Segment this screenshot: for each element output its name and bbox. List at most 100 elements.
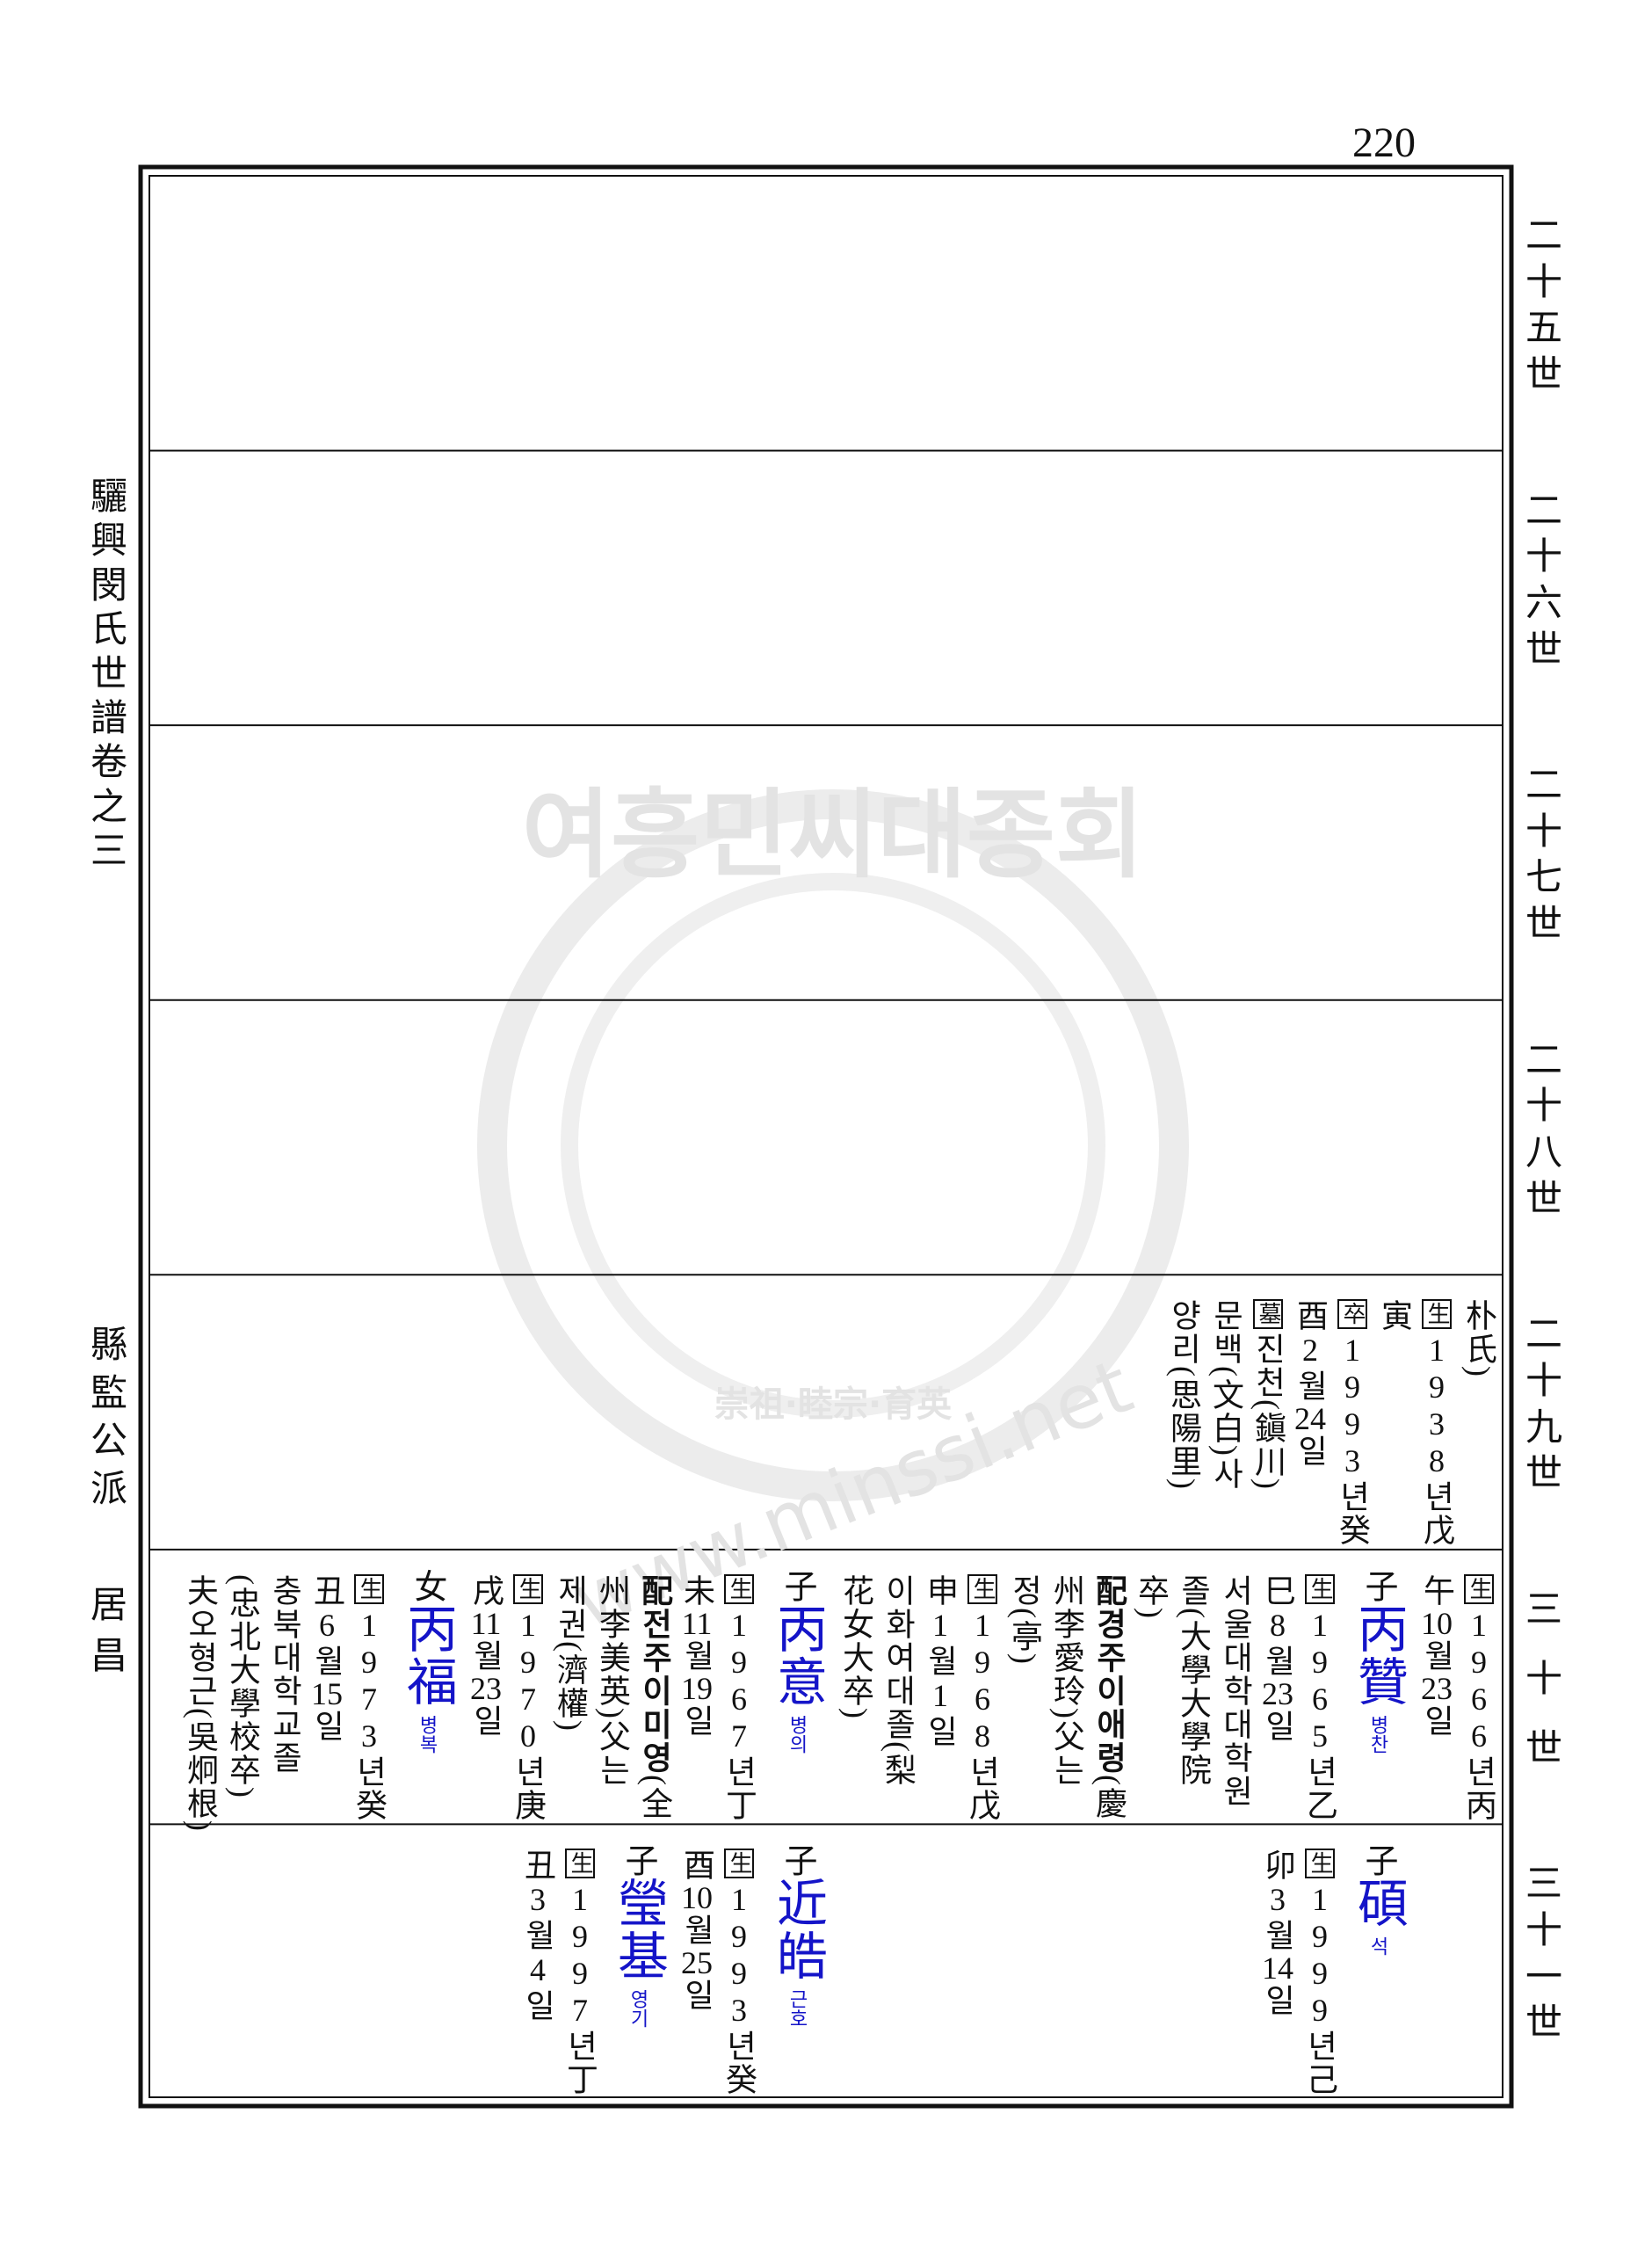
- name-column: 女丙福 병복: [390, 1569, 465, 1754]
- side-label: 驪興閔氏世譜卷之三: [90, 477, 127, 872]
- text-column: 서울대학대학원: [1218, 1573, 1253, 1808]
- text-column: 生1965년乙: [1299, 1573, 1341, 1822]
- generation-label: 三十一世: [1525, 1864, 1562, 2045]
- text-column: 이화여대졸(梨: [880, 1573, 916, 1787]
- record-mark: 生: [565, 1849, 595, 1879]
- text-column: 生1966년丙: [1458, 1573, 1500, 1822]
- name-reading: 병복: [417, 1714, 438, 1754]
- inner-border: [149, 175, 1503, 2098]
- record-text: 1970년庚: [511, 1607, 546, 1822]
- person-name: 丙意: [769, 1602, 826, 1708]
- record-text: (全: [637, 1774, 672, 1820]
- record-mark: 生: [513, 1573, 543, 1604]
- record-text: 1997년丁: [562, 1882, 598, 2097]
- text-column: 生1967년丁: [718, 1573, 760, 1822]
- name-column: 子丙意 병의: [760, 1569, 835, 1754]
- text-column: 문백(文白)사: [1208, 1299, 1243, 1492]
- side-label: 縣監公派: [90, 1326, 127, 1510]
- generation-label: 二十八世: [1525, 1040, 1562, 1220]
- text-column: 卒): [1134, 1573, 1169, 1620]
- record-text: 1999년己: [1302, 1882, 1337, 2097]
- record-text: 진천(鎭川): [1250, 1333, 1286, 1492]
- text-column: 巳8월23일: [1260, 1573, 1295, 1743]
- text-column: 戌11월23일: [468, 1573, 504, 1738]
- text-column: 生1970년庚: [507, 1573, 549, 1822]
- text-column: 정(亭): [1007, 1573, 1042, 1666]
- text-column: 丑6월15일: [309, 1573, 344, 1743]
- generation-label: 二十六世: [1525, 490, 1562, 671]
- name-reading: 영기: [627, 1989, 649, 2029]
- generation-label: 二十九世: [1525, 1315, 1562, 1495]
- generation-label: 二十七世: [1525, 766, 1562, 946]
- record-mark: 生: [354, 1573, 384, 1604]
- text-column: 墓진천(鎭川): [1247, 1299, 1289, 1491]
- text-column: 졸(大學大學院: [1176, 1573, 1211, 1787]
- record-text: (慶: [1091, 1774, 1127, 1820]
- text-column: 제권(濟權): [553, 1573, 588, 1732]
- relation: 配: [637, 1573, 672, 1608]
- record-text: 1938년戊: [1419, 1333, 1454, 1548]
- text-column: 酉2월24일: [1293, 1299, 1328, 1469]
- relation: 子: [779, 1568, 815, 1602]
- text-column: 州李愛玲)父는: [1049, 1573, 1084, 1787]
- watermark-ring: [477, 789, 1189, 1501]
- text-column: 生1968년戊: [961, 1573, 1004, 1822]
- relation: 配: [1091, 1573, 1127, 1608]
- record-mark: 生: [1464, 1573, 1494, 1604]
- record-text: 1965년乙: [1302, 1607, 1337, 1822]
- page-number: 220: [1352, 120, 1416, 166]
- text-column: 生1999년己: [1299, 1849, 1341, 2096]
- record-text: 1968년戊: [965, 1607, 1000, 1822]
- name-reading: 근호: [786, 1989, 808, 2029]
- relation: 子: [1359, 1568, 1396, 1602]
- record-mark: 生: [1305, 1849, 1335, 1879]
- relation: 子: [779, 1843, 815, 1878]
- person-name: 丙贊: [1350, 1602, 1407, 1708]
- record-mark: 生: [1305, 1573, 1335, 1604]
- text-column: 生1993년癸: [718, 1849, 760, 2096]
- record-text: 1967년丁: [721, 1607, 757, 1822]
- person-name: 近皓: [769, 1877, 826, 1983]
- name-column: 子瑩基 영기: [601, 1843, 676, 2028]
- text-column: 申1월1일: [923, 1573, 958, 1748]
- text-column: 州李美英)父는: [595, 1573, 630, 1787]
- record-text: 1993년癸: [721, 1882, 757, 2097]
- text-column: 花女大卒): [838, 1573, 873, 1720]
- text-column: 生1938년戊: [1416, 1299, 1458, 1547]
- record-mark: 生: [1422, 1299, 1452, 1330]
- text-column: 卯3월14일: [1260, 1849, 1295, 2018]
- text-column: 丑3월4일: [520, 1849, 555, 2023]
- text-column: 酉10월25일: [679, 1849, 714, 2013]
- name-column: 子碩석: [1341, 1843, 1416, 1956]
- record-mark: 生: [724, 1573, 754, 1604]
- watermark-title: 여흥민씨대종회: [521, 779, 1145, 891]
- text-column: 朴氏): [1461, 1299, 1496, 1379]
- text-column: (忠北大學校卒): [225, 1573, 260, 1799]
- spouse-name: 전주이미영: [637, 1607, 672, 1775]
- text-column: 卒1993년癸: [1331, 1299, 1373, 1547]
- name-reading: 병찬: [1367, 1714, 1389, 1754]
- record-mark: 生: [967, 1573, 997, 1604]
- person-name: 碩: [1350, 1877, 1407, 1930]
- text-column: 夫오형근(吳炯根): [183, 1573, 218, 1833]
- name-column: 子丙贊 병찬: [1341, 1569, 1416, 1754]
- name-reading: 석: [1367, 1936, 1389, 1957]
- record-mark: 卒: [1337, 1299, 1367, 1330]
- text-column: 양리(思陽里): [1166, 1299, 1201, 1492]
- name-column: 子近皓 근호: [760, 1843, 835, 2028]
- text-column: 配경주이애령(慶: [1088, 1574, 1130, 1820]
- text-column: 未11월19일: [679, 1573, 714, 1738]
- relation: 子: [620, 1843, 656, 1878]
- name-reading: 병의: [786, 1714, 808, 1754]
- record-mark: 墓: [1253, 1299, 1283, 1330]
- watermark-motto: 崇祖·睦宗·育英: [714, 1384, 953, 1425]
- record-text: 1993년癸: [1335, 1333, 1370, 1548]
- watermark-ring: [561, 873, 1105, 1418]
- text-column: 生1973년癸: [348, 1573, 390, 1822]
- text-column: 配전주이미영(全: [634, 1574, 676, 1820]
- spouse-name: 경주이애령: [1091, 1607, 1127, 1775]
- relation: 子: [1359, 1843, 1396, 1878]
- side-label: 居昌: [90, 1586, 127, 1677]
